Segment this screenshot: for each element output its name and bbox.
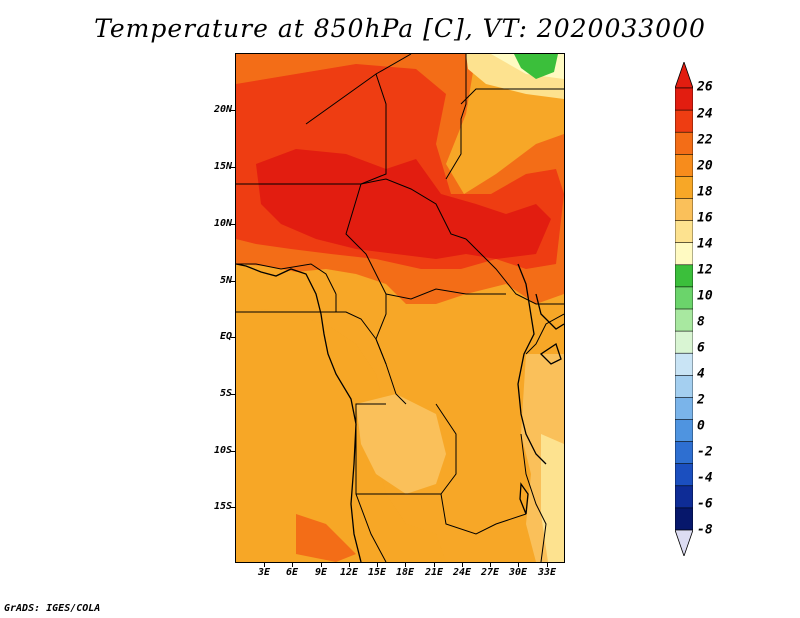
lon-label: 18E [395,567,415,578]
lon-label: 12E [339,567,359,578]
temperature-map [235,53,565,563]
temp-zone-26 [256,149,551,259]
colorbar-label: 24 [697,106,713,122]
lat-label: EQ [219,331,232,342]
colorbar-band [675,330,693,355]
colorbar-band [675,352,693,377]
colorbar-label: 26 [697,79,713,95]
colorbar-label: 18 [697,184,713,200]
lon-label: 33E [537,567,557,578]
colorbar-band [675,220,693,244]
lat-tick [231,451,236,452]
temp-zone-14-east [541,434,564,562]
lat-label: 20N [213,104,232,115]
lon-tick [405,562,406,567]
lat-label: 5N [219,275,232,286]
lat-tick [231,167,236,168]
colorbar-label: 8 [697,314,705,330]
lon-tick [292,562,293,567]
colorbar-label: 12 [697,262,713,278]
lat-label: 10N [213,218,232,229]
colorbar-label: -8 [697,522,713,538]
colorbar-label: 0 [697,418,705,434]
lon-label: 30E [508,567,528,578]
lon-label: 3E [257,567,271,578]
colorbar-band [675,507,693,531]
colorbar-band [675,485,693,509]
colorbar-label: 2 [697,392,705,408]
colorbar-band [675,176,693,200]
lon-label: 21E [424,567,444,578]
colorbar-band [675,242,693,266]
credit-label: GrADS: IGES/COLA [4,603,101,614]
colorbar-band [675,419,693,443]
colorbar-label: 6 [697,340,705,356]
colorbar-label: -4 [697,470,713,486]
colorbar-label: 4 [697,366,705,382]
temp-zone-20-coast [296,514,356,562]
colorbar-label: 14 [697,236,713,252]
lon-tick [518,562,519,567]
colorbar-band [675,374,693,399]
lon-label: 15E [367,567,387,578]
lon-tick [490,562,491,567]
colorbar-band [675,286,693,310]
lon-tick [547,562,548,567]
colorbar-band [675,397,693,421]
temp-zone-12-north [514,54,558,79]
lon-label: 24E [452,567,472,578]
lat-label: 5S [219,388,232,399]
country-borders [236,54,564,562]
lon-tick [462,562,463,567]
lon-label: 27E [480,567,500,578]
lat-tick [231,281,236,282]
lon-tick [349,562,350,567]
lat-label: 15N [213,161,232,172]
chart-title: Temperature at 850hPa [C], VT: 202003300… [94,14,706,43]
coastline [236,263,564,562]
lon-tick [321,562,322,567]
lat-tick [231,337,236,338]
map-canvas [236,54,564,562]
colorbar-over-arrow [675,62,693,89]
lat-label: 15S [213,501,232,512]
lon-tick [377,562,378,567]
colorbar-band [675,463,693,487]
colorbar-band [675,109,693,133]
colorbar-label: 22 [697,132,713,148]
lat-tick [231,394,236,395]
lon-tick [434,562,435,567]
temp-zone-16-plateau [356,394,446,494]
colorbar-label: 16 [697,210,713,226]
lat-label: 10S [213,445,232,456]
temp-zone-18 [236,309,446,562]
lon-label: 6E [285,567,299,578]
colorbar [675,62,693,556]
colorbar-band [675,154,693,178]
colorbar-band [675,87,693,111]
colorbar-under-arrow [675,529,693,556]
colorbar-band [675,264,693,288]
lat-tick [231,507,236,508]
lat-tick [231,224,236,225]
lon-tick [264,562,265,567]
lat-tick [231,110,236,111]
colorbar-label: 20 [697,158,713,174]
colorbar-label: -6 [697,496,713,512]
colorbar-label: 10 [697,288,713,304]
colorbar-label: -2 [697,444,713,460]
lon-label: 9E [314,567,328,578]
colorbar-band [675,308,693,332]
colorbar-band [675,198,693,222]
colorbar-band [675,131,693,156]
colorbar-band [675,441,693,465]
